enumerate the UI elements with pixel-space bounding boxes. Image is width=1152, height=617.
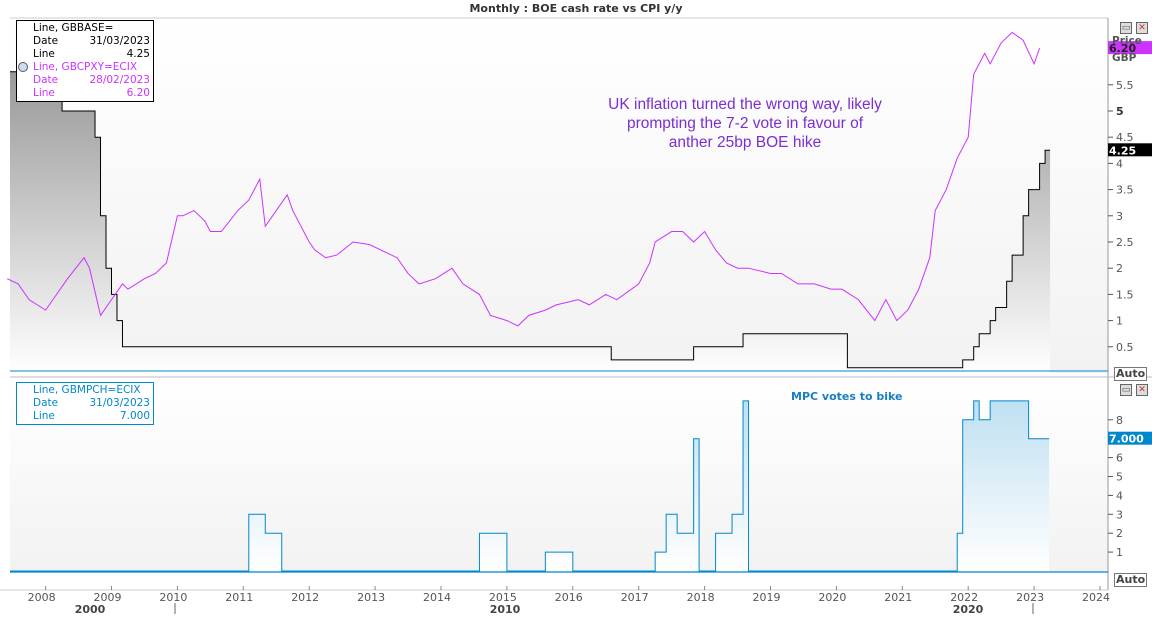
legend-date-label: Date — [33, 397, 59, 409]
boe-last-value-tag: 4.25 — [1109, 144, 1136, 157]
legend-value: 7.000 — [119, 410, 150, 422]
auto-scale-upper-button[interactable]: Auto — [1114, 367, 1148, 381]
axis-currency-label: GBP — [1112, 52, 1137, 64]
legend-value: 4.25 — [126, 48, 150, 60]
upper-panel-background — [10, 18, 1108, 373]
mpc-last-value-tag: 7.000 — [1109, 433, 1144, 446]
legend-date-label: Date — [33, 74, 59, 86]
legend-date: 28/02/2023 — [89, 74, 150, 86]
y-tick-label: 0.5 — [1116, 341, 1134, 354]
cpi-line — [6, 31, 1041, 327]
minimize-upper-button[interactable]: ▭ — [1120, 22, 1132, 34]
x-tick-label: 2022 — [950, 591, 978, 604]
y-tick-label: 5 — [1116, 471, 1123, 484]
y-tick-label: 8 — [1116, 414, 1123, 427]
x-tick-label: 2016 — [555, 591, 583, 604]
y-tick-label: 5 — [1116, 105, 1124, 118]
x-tick-label: 2012 — [291, 591, 319, 604]
auto-scale-lower-button[interactable]: Auto — [1114, 573, 1148, 587]
legend-series-name: Line, GBCPXY=ECIX — [33, 61, 138, 73]
legend-value-label: Line — [33, 87, 55, 99]
x-tick-label: 2014 — [423, 591, 451, 604]
legend-series-cpi: Line, GBCPXY=ECIX Date 28/02/2023 Line 6.2… — [18, 61, 150, 100]
x-tick-label: 2024 — [1082, 591, 1110, 604]
x-tick-label: 2015 — [489, 591, 517, 604]
x-tick-label: 2009 — [94, 591, 122, 604]
x-tick-label: 2019 — [753, 591, 781, 604]
close-upper-button[interactable]: ✕ — [1136, 22, 1148, 34]
legend-date: 31/03/2023 — [89, 35, 150, 47]
y-tick-label: 1 — [1116, 546, 1123, 559]
lower-legend: Line, GBMPCH=ECIX Date 31/03/2023 Line 7.0… — [16, 382, 154, 425]
minimize-lower-button[interactable]: ▭ — [1120, 384, 1132, 396]
y-tick-label: 1.5 — [1116, 288, 1134, 301]
annotation-line: UK inflation turned the wrong way, likel… — [608, 96, 882, 113]
legend-value-label: Line — [33, 48, 55, 60]
upper-legend: Line, GBBASE= Date 31/03/2023 Line 4.25 Li… — [16, 20, 154, 102]
x-tick-label: 2008 — [28, 591, 56, 604]
y-tick-label: 2 — [1116, 527, 1123, 540]
decade-label: 2020 — [953, 603, 984, 616]
x-tick-label: 2023 — [1016, 591, 1044, 604]
x-tick-label: 2011 — [225, 591, 253, 604]
y-tick-label: 6 — [1116, 452, 1123, 465]
lower-panel-background — [10, 380, 1108, 572]
decade-label: 2000 — [75, 603, 106, 616]
y-tick-label: 4 — [1116, 489, 1123, 502]
x-tick-label: 2018 — [687, 591, 715, 604]
annotation-line: prompting the 7-2 vote in favour of — [626, 115, 864, 132]
y-tick-label: 1 — [1116, 315, 1123, 328]
boe-rate-area — [10, 71, 1051, 373]
axis-unit-label: Price — [1112, 36, 1142, 44]
cpi-last-value-tag: 6.20 — [1109, 42, 1136, 55]
lower-annotation: MPC votes to bike — [791, 390, 903, 403]
close-lower-button[interactable]: ✕ — [1136, 384, 1148, 396]
x-tick-label: 2010 — [159, 591, 187, 604]
legend-value-label: Line — [33, 410, 55, 422]
boe-rate-line — [10, 71, 1051, 369]
cpi-last-value-tag-bg — [1108, 41, 1152, 55]
y-tick-label: 2.5 — [1116, 236, 1134, 249]
decade-label: 2010 — [490, 603, 521, 616]
legend-series-name: Line, GBMPCH=ECIX — [33, 384, 141, 396]
chart-title: Monthly : BOE cash rate vs CPI y/y — [469, 2, 683, 15]
clock-icon — [18, 62, 28, 72]
x-tick-label: 2013 — [357, 591, 385, 604]
y-tick-label: 3 — [1116, 508, 1123, 521]
mpc-votes-line — [10, 400, 1050, 572]
legend-value: 6.20 — [126, 87, 150, 99]
legend-series-name: Line, GBBASE= — [33, 22, 114, 34]
y-tick-label: 3.5 — [1116, 184, 1134, 197]
y-tick-label: 2 — [1116, 262, 1123, 275]
mpc-last-value-tag-bg — [1108, 431, 1152, 445]
y-tick-label: 4 — [1116, 157, 1123, 170]
x-tick-label: 2017 — [621, 591, 649, 604]
legend-date: 31/03/2023 — [89, 397, 150, 409]
y-tick-label: 3 — [1116, 210, 1123, 223]
x-tick-label: 2021 — [884, 591, 912, 604]
legend-series-boe: Line, GBBASE= Date 31/03/2023 Line 4.25 — [33, 22, 150, 61]
legend-date-label: Date — [33, 35, 59, 47]
y-tick-label: 4.5 — [1116, 131, 1134, 144]
x-tick-label: 2020 — [818, 591, 846, 604]
annotation-line: anther 25bp BOE hike — [668, 134, 822, 151]
y-tick-label: 5.5 — [1116, 79, 1134, 92]
boe-last-value-tag-bg — [1108, 143, 1152, 157]
upper-annotation: UK inflation turned the wrong way, likel… — [570, 95, 920, 152]
